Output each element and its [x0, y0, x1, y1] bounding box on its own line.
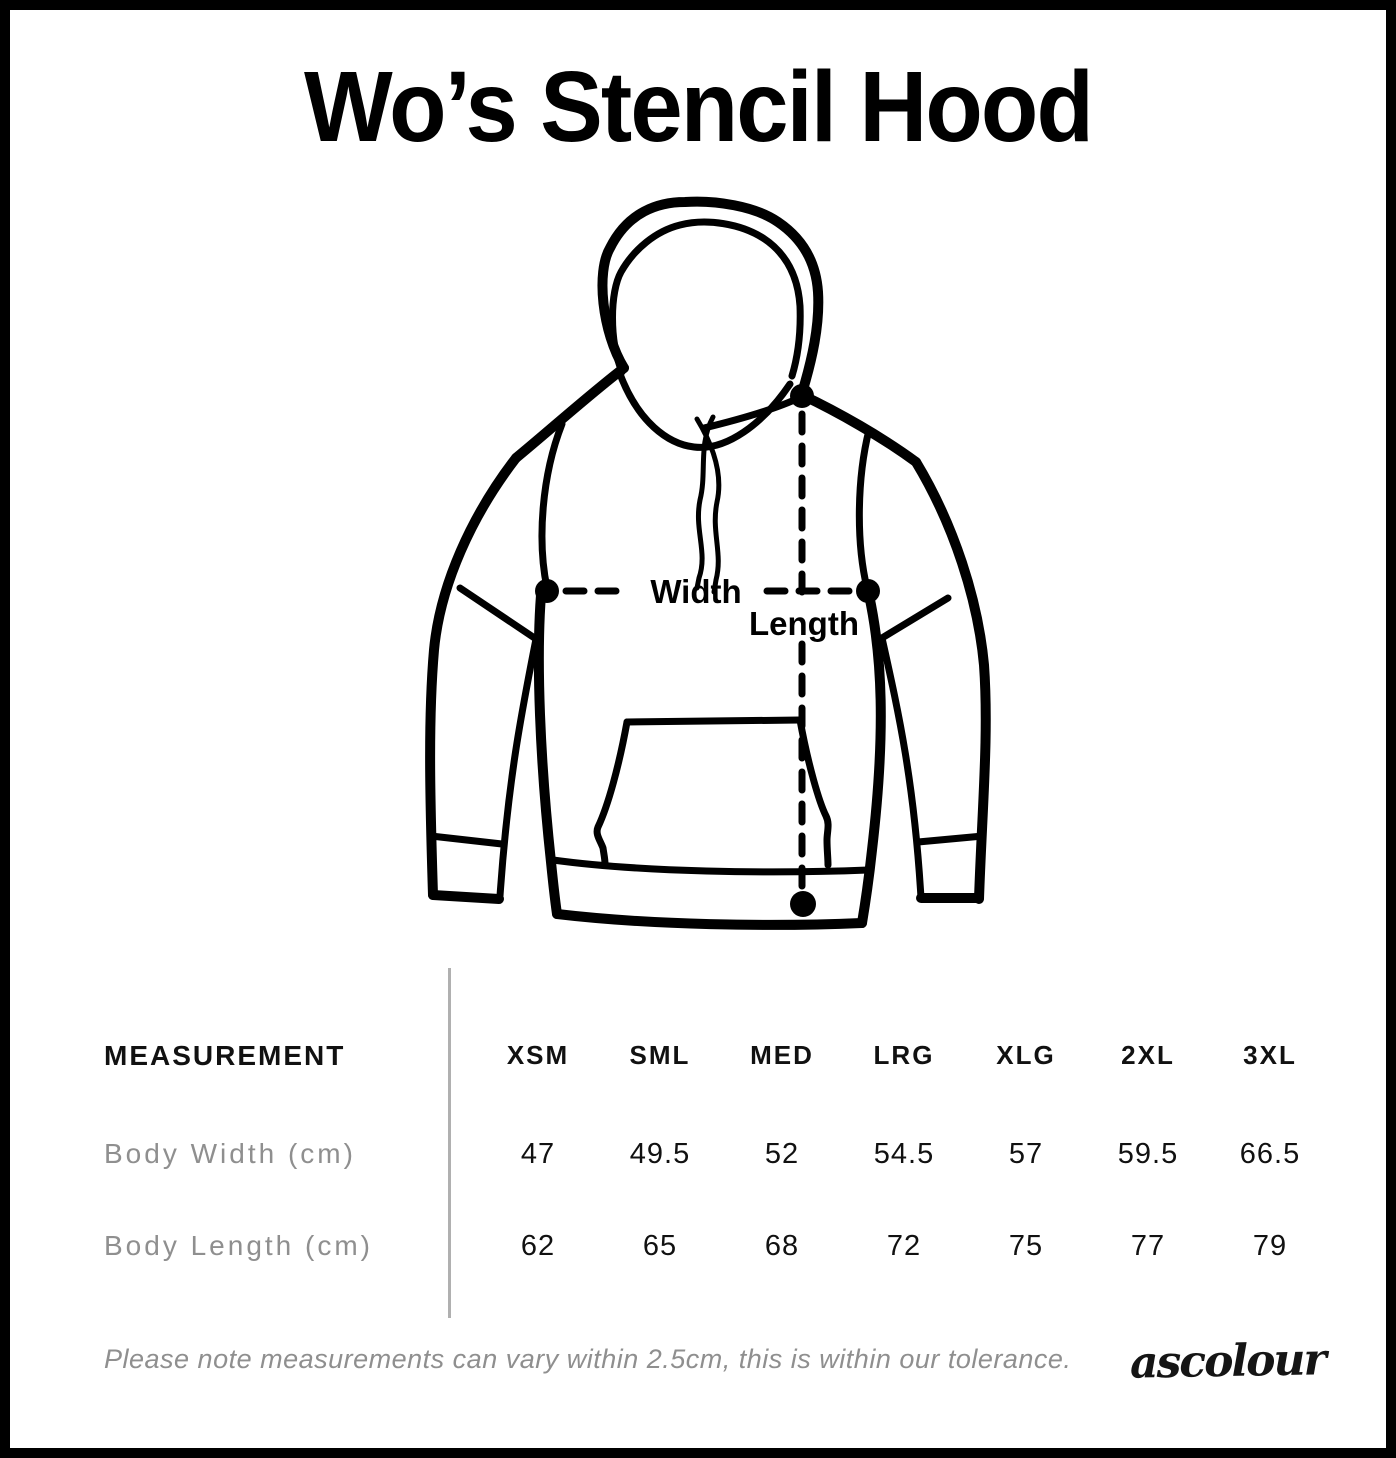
left-underarm-line	[456, 584, 540, 643]
hood-neckline	[616, 370, 794, 451]
body-width-value-sml: 49.5	[629, 1138, 691, 1170]
size-header-med: MED	[750, 1040, 814, 1070]
body-width-value-med: 52	[764, 1138, 800, 1170]
width-label: Width	[650, 573, 741, 610]
tolerance-note: Please note measurements can vary within…	[104, 1344, 1072, 1374]
left-sleeve-inner-edge	[496, 635, 540, 900]
left-shoulder-line	[511, 363, 629, 463]
table-divider-line	[448, 968, 451, 1318]
body-width-value-2xl: 59.5	[1117, 1138, 1179, 1170]
size-header-xlg: XLG	[996, 1040, 1056, 1070]
left-armhole-seam	[538, 420, 566, 592]
body-length-value-3xl: 79	[1252, 1230, 1288, 1262]
page-title: Wo’s Stencil Hood	[304, 51, 1094, 163]
body-length-value-xlg: 75	[1008, 1230, 1044, 1262]
body-width-value-xsm: 47	[520, 1138, 556, 1170]
hoodie-diagram: Width Length	[425, 196, 991, 930]
size-header-2xl: 2XL	[1121, 1040, 1175, 1070]
hem-bottom-edge	[552, 909, 867, 930]
size-header-3xl: 3XL	[1243, 1040, 1297, 1070]
hoodie-body	[533, 590, 886, 930]
size-header-row: XSM SML MED LRG XLG 2XL 3XL	[477, 1040, 1331, 1071]
drawstring-left	[694, 414, 716, 591]
body-width-value-lrg: 54.5	[873, 1138, 935, 1170]
drawstring-right	[694, 416, 722, 595]
hood-outer-outline	[597, 196, 824, 398]
left-cuff-seam	[427, 832, 506, 848]
hoodie-sleeves	[425, 363, 991, 904]
right-cuff-seam	[914, 832, 987, 846]
right-sleeve-inner-edge	[878, 634, 925, 902]
body-length-value-2xl: 77	[1130, 1230, 1166, 1262]
length-label: Length	[749, 605, 859, 642]
hem-seam	[549, 856, 872, 876]
right-shoulder-line	[797, 390, 921, 467]
body-width-value-xlg: 57	[1008, 1138, 1044, 1170]
right-armhole-seam	[855, 426, 873, 592]
marker-dot-right-chest	[856, 579, 880, 603]
marker-dot-neck	[790, 384, 814, 408]
measurement-column-header: MEASUREMENT	[104, 1040, 346, 1071]
measurement-annotations: Width Length	[535, 384, 880, 917]
pocket-right-edge	[796, 716, 832, 869]
pocket-left-edge	[593, 718, 631, 868]
right-underarm-line	[878, 594, 952, 642]
marker-dot-hem	[790, 891, 816, 917]
marker-dot-left-chest	[535, 579, 559, 603]
row-label-body-width: Body Width (cm)	[104, 1138, 356, 1169]
body-width-row: 47 49.5 52 54.5 57 59.5 66.5	[477, 1138, 1331, 1171]
size-header-lrg: LRG	[873, 1040, 935, 1070]
hood-inner-outline	[609, 218, 804, 380]
right-sleeve-outer-edge	[911, 457, 991, 904]
hoodie-hood	[597, 196, 824, 595]
size-header-xsm: XSM	[506, 1040, 570, 1070]
body-length-value-med: 68	[764, 1230, 800, 1262]
body-left-edge	[533, 590, 562, 919]
body-length-value-lrg: 72	[886, 1230, 922, 1262]
body-right-edge	[857, 590, 886, 928]
body-length-value-sml: 65	[642, 1230, 678, 1262]
body-width-value-3xl: 66.5	[1239, 1138, 1301, 1170]
row-label-body-length: Body Length (cm)	[104, 1230, 373, 1261]
body-length-value-xsm: 62	[520, 1230, 556, 1262]
left-cuff-end	[428, 890, 504, 904]
left-sleeve-outer-edge	[425, 453, 521, 900]
body-length-row: 62 65 68 72 75 77 79	[477, 1230, 1331, 1263]
pocket-top-edge	[623, 716, 804, 726]
ascolour-logo: ascolour	[1129, 1334, 1326, 1389]
size-header-sml: SML	[629, 1040, 691, 1070]
